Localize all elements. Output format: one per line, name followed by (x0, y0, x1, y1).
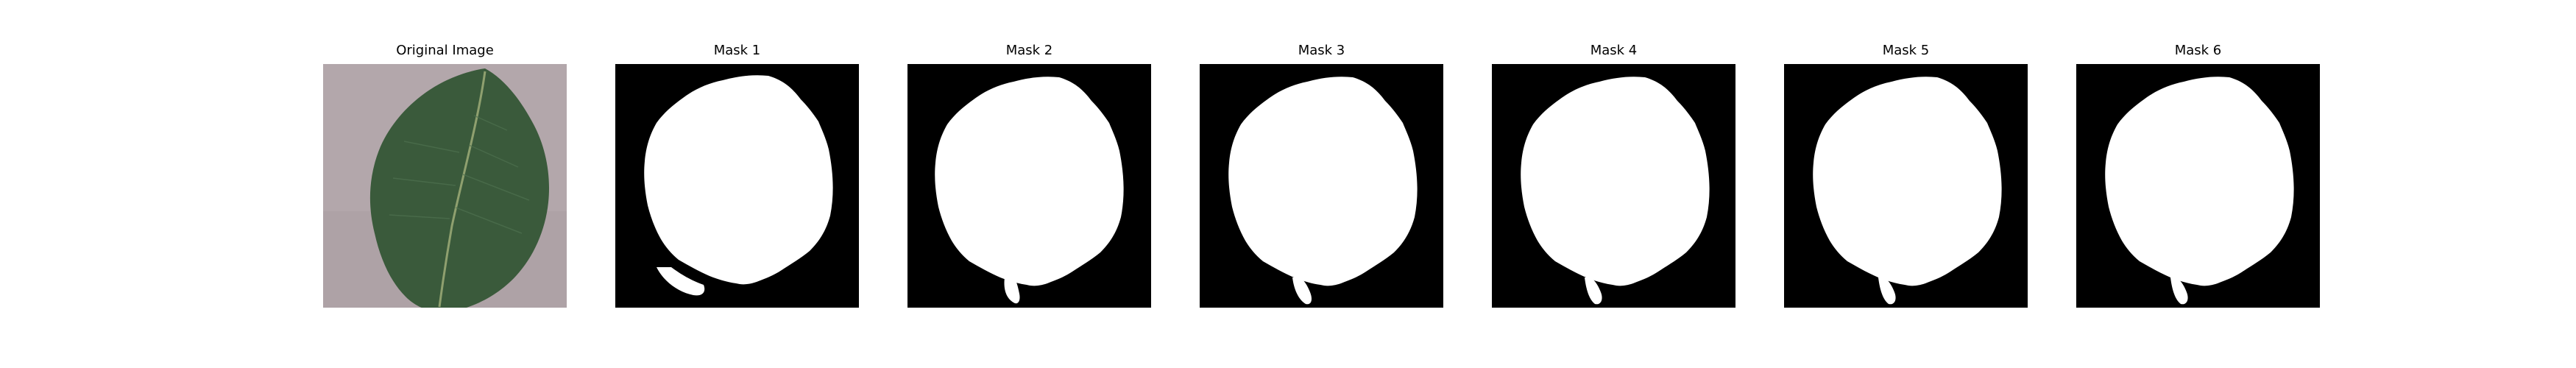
mask-leaf (1228, 77, 1418, 286)
mask-stem (1292, 277, 1312, 305)
mask-image (1492, 64, 1735, 308)
mask-image (1200, 64, 1443, 308)
mask-image (2076, 64, 2320, 308)
panel-title: Mask 4 (1590, 43, 1638, 58)
panel-mask-2: Mask 2 (907, 41, 1151, 311)
mask-leaf (1813, 77, 2002, 286)
mask-leaf (1521, 77, 1710, 286)
mask-stem (1585, 277, 1602, 305)
panel-mask-5: Mask 5 (1784, 41, 2028, 311)
mask-fragment (657, 267, 705, 296)
mask-leaf (644, 75, 833, 285)
mask-image (1784, 64, 2028, 308)
original-photo (323, 64, 567, 308)
panel-original-image: Original Image (323, 41, 567, 311)
mask-leaf (2105, 77, 2294, 286)
mask-image (615, 64, 859, 308)
mask-stem (2170, 277, 2188, 305)
mask-stem (1004, 277, 1020, 304)
panel-mask-1: Mask 1 (615, 41, 859, 311)
mask-stem (1878, 277, 1896, 305)
panel-title: Original Image (396, 43, 494, 58)
panel-mask-6: Mask 6 (2076, 41, 2320, 311)
panel-title: Mask 3 (1298, 43, 1345, 58)
panel-title: Mask 6 (2174, 43, 2222, 58)
mask-image (907, 64, 1151, 308)
panel-mask-4: Mask 4 (1492, 41, 1735, 311)
panel-title: Mask 5 (1882, 43, 1930, 58)
panel-mask-3: Mask 3 (1200, 41, 1443, 311)
panel-title: Mask 1 (713, 43, 761, 58)
mask-leaf (935, 77, 1124, 286)
leaf-midrib (438, 71, 486, 308)
panel-title: Mask 2 (1005, 43, 1053, 58)
leaf-veins (389, 115, 530, 234)
